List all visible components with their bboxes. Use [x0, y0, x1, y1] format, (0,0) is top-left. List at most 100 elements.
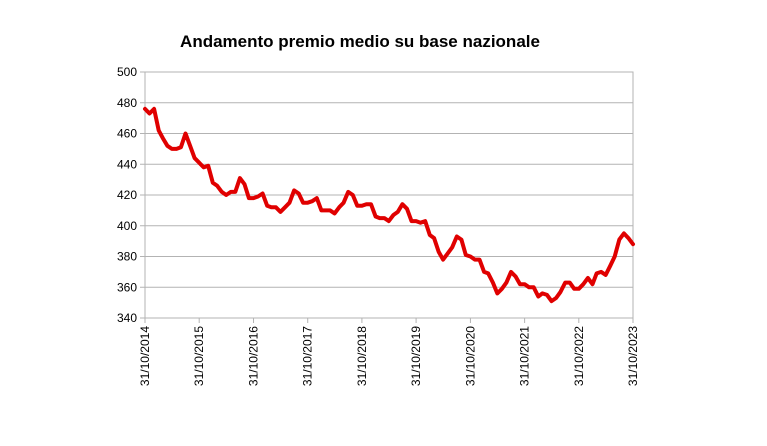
data-point	[251, 196, 256, 200]
data-point	[183, 131, 188, 136]
data-point	[409, 219, 414, 223]
x-tick-label: 31/10/2023	[626, 326, 640, 386]
data-point	[549, 299, 554, 303]
data-point	[143, 107, 147, 111]
data-point	[418, 221, 423, 225]
data-point	[459, 238, 463, 242]
data-point	[428, 233, 432, 237]
data-point	[414, 219, 418, 223]
data-point	[306, 201, 310, 205]
data-point	[387, 219, 391, 223]
data-point	[464, 253, 468, 257]
data-point	[545, 293, 549, 297]
y-tick-label: 400	[117, 219, 137, 233]
data-point	[301, 201, 305, 205]
x-tick-label: 31/10/2022	[572, 326, 586, 386]
data-point	[523, 282, 527, 286]
data-point	[360, 204, 364, 208]
data-point	[450, 245, 454, 249]
data-point	[396, 210, 400, 214]
data-point	[437, 250, 441, 254]
data-point	[215, 184, 219, 188]
data-point	[274, 205, 278, 209]
data-point	[269, 205, 273, 209]
data-point	[599, 270, 603, 274]
data-point	[617, 238, 621, 242]
data-point	[572, 287, 576, 291]
x-tick-label: 31/10/2015	[192, 326, 206, 386]
data-point	[346, 190, 350, 194]
data-point	[328, 208, 332, 212]
data-point	[613, 254, 617, 259]
data-point	[495, 291, 499, 295]
data-point	[197, 161, 201, 165]
data-point	[333, 211, 337, 215]
data-point	[374, 214, 378, 219]
x-tick-label: 31/10/2021	[518, 326, 532, 386]
data-point	[220, 190, 224, 194]
data-point	[631, 242, 635, 246]
data-point	[391, 213, 395, 217]
data-point	[568, 281, 572, 285]
data-point	[170, 147, 174, 151]
data-point	[342, 201, 346, 205]
data-point	[486, 271, 490, 275]
x-tick-label: 31/10/2014	[138, 326, 152, 386]
data-point	[500, 287, 504, 291]
data-point	[152, 107, 156, 111]
data-point	[400, 202, 404, 206]
data-point	[378, 216, 382, 220]
data-point	[446, 251, 450, 255]
data-point	[278, 210, 282, 214]
data-point	[174, 147, 179, 151]
chart-title: Andamento premio medio su base nazionale	[180, 32, 540, 51]
data-point	[595, 271, 599, 275]
data-point	[455, 234, 459, 239]
data-point	[504, 281, 508, 285]
data-point	[554, 296, 558, 300]
data-point	[563, 281, 567, 285]
data-point	[233, 190, 237, 194]
data-point	[224, 193, 228, 197]
data-point	[157, 128, 161, 132]
data-point	[206, 164, 210, 168]
data-point	[287, 201, 292, 205]
data-point	[337, 205, 341, 209]
y-tick-label: 420	[117, 188, 137, 202]
x-tick-label: 31/10/2016	[247, 326, 261, 386]
data-point	[532, 285, 536, 289]
data-point	[188, 144, 192, 148]
y-tick-label: 380	[117, 250, 137, 264]
y-tick-label: 360	[117, 280, 137, 294]
data-point	[604, 273, 608, 277]
data-point	[590, 282, 595, 286]
data-point	[364, 202, 368, 206]
data-point	[558, 290, 563, 294]
x-tick-label: 31/10/2017	[301, 326, 315, 386]
data-point	[482, 270, 486, 274]
x-tick-label: 31/10/2018	[355, 326, 369, 386]
data-point	[242, 182, 247, 186]
data-point	[165, 144, 169, 148]
data-point	[540, 291, 545, 295]
data-point	[423, 219, 427, 223]
data-point	[382, 216, 386, 220]
x-tick-label: 31/10/2020	[463, 326, 477, 386]
data-point	[581, 282, 585, 286]
data-point	[315, 196, 319, 200]
y-tick-label: 460	[117, 127, 137, 141]
series-line-0	[143, 106, 635, 304]
data-point	[626, 236, 631, 240]
data-point	[319, 208, 323, 212]
data-point	[608, 264, 612, 268]
data-point	[351, 193, 355, 197]
data-point	[432, 236, 436, 240]
data-point	[405, 207, 409, 211]
data-point	[292, 188, 296, 192]
data-point	[247, 196, 251, 200]
y-axis-ticks: 340 360 380 400 420 440 460 480 500	[117, 65, 145, 325]
data-point	[283, 205, 287, 209]
data-point	[509, 270, 513, 274]
data-point	[441, 258, 445, 262]
data-point	[310, 199, 314, 203]
